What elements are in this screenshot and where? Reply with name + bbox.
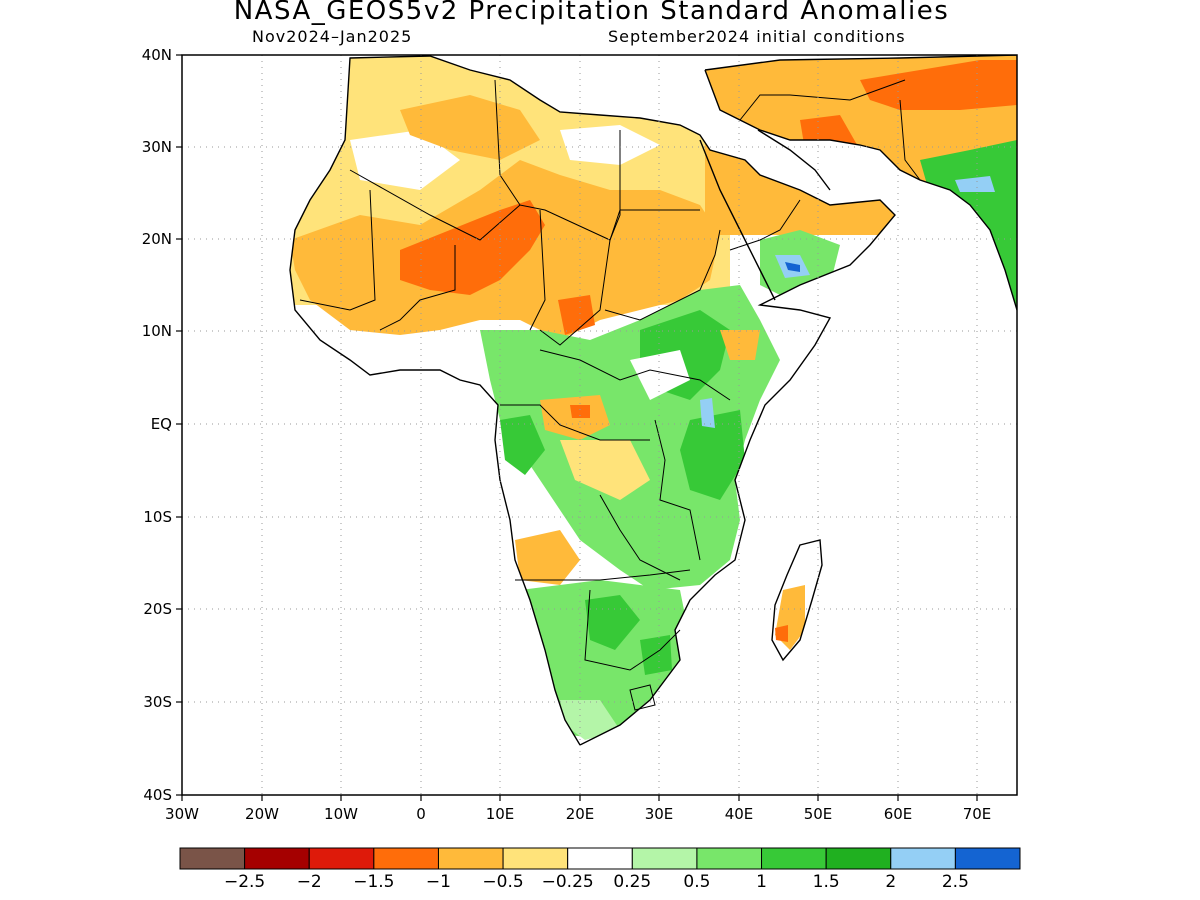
- lon-label: 20E: [566, 805, 595, 823]
- lat-label: 30S: [143, 693, 172, 711]
- lon-label: 60E: [884, 805, 913, 823]
- lon-label: 50E: [804, 805, 833, 823]
- country-borders: [299, 79, 921, 711]
- coastlines: [289, 55, 1017, 746]
- colorbar-swatch: [244, 847, 310, 870]
- initial-conditions: September2024 initial conditions: [608, 27, 906, 46]
- lat-label: 40S: [143, 786, 172, 804]
- lat-label: 20N: [142, 230, 172, 248]
- colorbar-label: 0.5: [683, 872, 710, 892]
- lon-label: 30E: [645, 805, 674, 823]
- lon-label: 70E: [963, 805, 992, 823]
- lon-label: 40E: [725, 805, 754, 823]
- lat-label: 10S: [143, 508, 172, 526]
- colorbar-swatch: [890, 847, 956, 870]
- lon-axis: 30W 20W 10W 0 10E 20E 30E 40E 50E 60E 70…: [165, 805, 991, 823]
- lon-label: 10E: [486, 805, 515, 823]
- colorbar-label: 1.5: [813, 872, 840, 892]
- colorbar-label: −0.25: [542, 872, 594, 892]
- plot-frame: [181, 54, 1018, 796]
- colorbar-swatch: [825, 847, 892, 870]
- colorbar-swatch: [696, 847, 763, 870]
- forecast-period: Nov2024–Jan2025: [252, 27, 413, 46]
- colorbar-swatch: [761, 847, 827, 870]
- colorbar-label: −1.5: [353, 872, 394, 892]
- colorbar-swatch: [437, 847, 504, 870]
- lon-label: 20W: [245, 805, 279, 823]
- colorbar-swatch: [373, 847, 439, 870]
- colorbar: −2.5 −2 −1.5 −1 −0.5 −0.25 0.25 0.5 1 1.5 2 2.5: [179, 847, 1021, 892]
- lon-label: 10W: [324, 805, 358, 823]
- colorbar-label: 1: [756, 872, 767, 892]
- colorbar-swatch: [954, 847, 1021, 870]
- colorbar-swatch: [179, 847, 246, 870]
- colorbar-swatch: [567, 847, 633, 870]
- lat-label: 10N: [142, 322, 172, 340]
- lat-label: 20S: [143, 600, 172, 618]
- colorbar-label: 0.25: [613, 872, 651, 892]
- colorbar-label: 2.5: [942, 872, 969, 892]
- lat-label: EQ: [151, 415, 172, 433]
- colorbar-swatch: [308, 847, 375, 870]
- colorbar-swatch: [631, 847, 698, 870]
- lat-label: 40N: [142, 46, 172, 64]
- colorbar-label: −2.5: [224, 872, 265, 892]
- map-title: NASA_GEOS5v2 Precipitation Standard Anom…: [233, 0, 950, 26]
- colorbar-label: 2: [885, 872, 896, 892]
- lon-label: 0: [416, 805, 426, 823]
- colorbar-swatch: [502, 847, 569, 870]
- tick-marks: [176, 54, 978, 801]
- lat-axis: 40N 30N 20N 10N EQ 10S 20S 30S 40S: [142, 46, 172, 804]
- colorbar-label: −2: [297, 872, 322, 892]
- lat-label: 30N: [142, 138, 172, 156]
- lon-label: 30W: [165, 805, 199, 823]
- colorbar-label: −1: [426, 872, 451, 892]
- colorbar-label: −0.5: [482, 872, 523, 892]
